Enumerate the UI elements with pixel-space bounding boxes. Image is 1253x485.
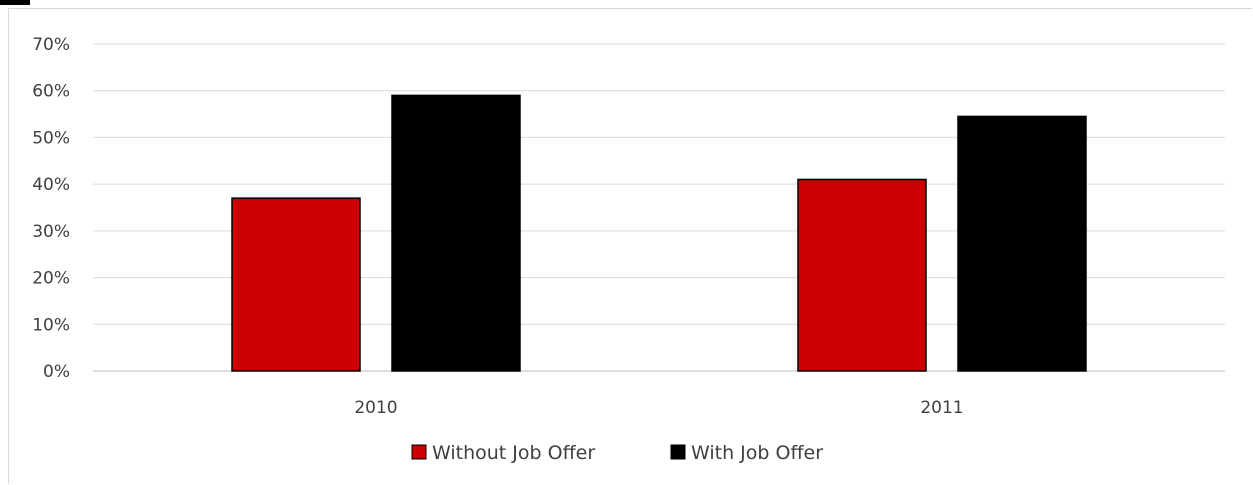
y-tick-label: 10% <box>32 315 70 335</box>
x-category-label: 2010 <box>354 398 397 418</box>
legend: Without Job Offer With Job Offer <box>411 442 823 464</box>
legend-label: Without Job Offer <box>432 442 595 464</box>
legend-swatch <box>670 444 686 460</box>
y-axis-ticks: 0% 10% 20% 30% 40% 50% 60% 70% <box>32 35 70 382</box>
x-category-label: 2011 <box>920 398 963 418</box>
bar-without-job-offer-2011 <box>797 178 927 372</box>
y-tick-label: 60% <box>32 82 70 102</box>
top-strip-decoration <box>0 0 30 5</box>
legend-swatch <box>411 444 427 460</box>
y-tick-label: 20% <box>32 269 70 289</box>
bar-with-job-offer-2011 <box>957 115 1087 372</box>
y-tick-label: 30% <box>32 222 70 242</box>
y-tick-label: 0% <box>43 362 70 382</box>
bar-with-job-offer-2010 <box>391 94 521 372</box>
legend-label: With Job Offer <box>691 442 823 464</box>
y-tick-label: 50% <box>32 128 70 148</box>
bar-without-job-offer-2010 <box>231 197 361 372</box>
bars <box>231 94 1087 372</box>
x-axis-categories: 2010 2011 <box>354 398 963 418</box>
y-tick-label: 70% <box>32 35 70 55</box>
y-tick-label: 40% <box>32 175 70 195</box>
